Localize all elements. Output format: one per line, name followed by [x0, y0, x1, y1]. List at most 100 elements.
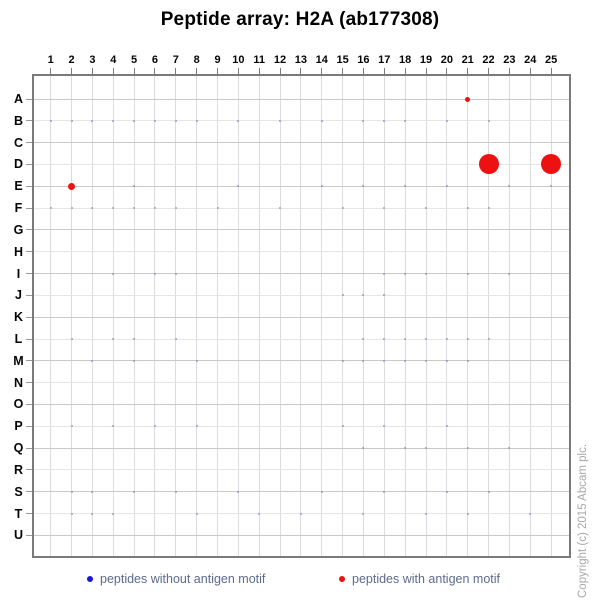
- vertical-grid-line: [342, 76, 344, 556]
- vertical-grid-line: [383, 76, 385, 556]
- column-label: 10: [232, 54, 245, 66]
- horizontal-grid-line: [34, 251, 569, 253]
- top-tick: [529, 67, 531, 75]
- column-label: 2: [68, 54, 75, 66]
- column-label: 9: [214, 54, 221, 66]
- vertical-grid-line: [196, 76, 198, 556]
- vertical-grid-line: [71, 76, 73, 556]
- legend-label-without-motif: peptides without antigen motif: [100, 572, 266, 586]
- blue-speck: [91, 119, 94, 122]
- blue-speck: [237, 119, 240, 122]
- column-label: 4: [110, 54, 117, 66]
- top-tick: [217, 67, 218, 75]
- blue-speck: [341, 294, 344, 297]
- blue-speck: [174, 338, 177, 341]
- top-tick: [133, 67, 135, 75]
- column-label: 12: [273, 54, 287, 66]
- column-label: 11: [253, 54, 266, 66]
- row-label: J: [15, 288, 22, 303]
- blue-speck: [174, 207, 177, 210]
- blue-speck: [383, 425, 386, 428]
- horizontal-grid-line: [34, 163, 569, 165]
- column-label: 19: [419, 54, 433, 66]
- horizontal-grid-line: [34, 120, 569, 122]
- blue-speck: [279, 119, 282, 122]
- blue-speck: [133, 490, 136, 493]
- top-tick: [404, 67, 406, 75]
- top-tick: [488, 67, 490, 75]
- blue-speck: [195, 425, 198, 428]
- blue-speck: [404, 119, 407, 122]
- blue-speck: [425, 338, 427, 341]
- vertical-grid-line: [50, 76, 52, 556]
- blue-speck: [466, 447, 469, 450]
- blue-speck: [383, 490, 386, 493]
- vertical-grid-line: [529, 76, 531, 556]
- blue-speck: [153, 207, 156, 210]
- blue-speck: [383, 119, 386, 122]
- blue-speck: [362, 119, 365, 122]
- blue-speck: [49, 207, 52, 210]
- top-tick: [237, 67, 239, 75]
- vertical-grid-line: [321, 76, 323, 556]
- blue-speck: [383, 359, 386, 362]
- blue-speck: [362, 359, 365, 362]
- blue-speck: [153, 272, 156, 275]
- blue-speck: [133, 338, 136, 341]
- horizontal-grid-line: [34, 98, 569, 100]
- horizontal-grid-line: [34, 185, 569, 187]
- legend-item-with-motif: peptides with antigen motif: [339, 572, 500, 586]
- legend-label-with-motif: peptides with antigen motif: [352, 572, 501, 586]
- blue-speck: [362, 512, 365, 515]
- blue-legend-dot-icon: [87, 576, 93, 582]
- top-tick: [467, 67, 469, 75]
- blue-speck: [362, 447, 365, 450]
- blue-speck: [466, 338, 469, 341]
- column-label: 1: [47, 54, 54, 66]
- row-label: M: [13, 353, 24, 368]
- blue-speck: [404, 359, 407, 362]
- blue-speck: [341, 425, 344, 428]
- blue-speck: [174, 490, 177, 493]
- blue-speck: [195, 359, 198, 362]
- blue-speck: [70, 425, 73, 428]
- blue-speck: [133, 119, 136, 122]
- blue-speck: [341, 359, 344, 362]
- blue-speck: [487, 338, 490, 341]
- blue-speck: [487, 119, 490, 122]
- blue-speck: [425, 207, 427, 210]
- horizontal-grid-line: [34, 338, 569, 340]
- top-tick: [446, 67, 448, 75]
- blue-speck: [445, 359, 448, 362]
- blue-speck: [445, 338, 448, 341]
- vertical-grid-line: [425, 76, 427, 556]
- blue-speck: [341, 207, 344, 210]
- blue-speck: [70, 207, 73, 210]
- blue-speck: [91, 490, 94, 493]
- row-label: U: [13, 528, 24, 543]
- blue-speck: [174, 119, 177, 122]
- horizontal-grid-line: [34, 273, 569, 275]
- row-label: H: [13, 244, 24, 259]
- blue-speck: [153, 119, 156, 122]
- column-label: 17: [378, 54, 391, 66]
- blue-speck: [133, 207, 136, 210]
- top-tick: [425, 67, 427, 75]
- blue-speck: [445, 119, 448, 122]
- vertical-grid-line: [508, 76, 510, 556]
- vertical-grid-line: [154, 76, 156, 556]
- blue-speck: [195, 512, 198, 515]
- blue-speck: [487, 207, 490, 210]
- top-tick: [112, 67, 114, 75]
- row-label: T: [14, 506, 23, 521]
- vertical-grid-line: [112, 76, 114, 556]
- top-tick: [383, 67, 385, 75]
- vertical-grid-line: [467, 76, 469, 556]
- blue-speck: [279, 207, 282, 210]
- column-label: 7: [172, 54, 179, 66]
- blue-speck: [216, 207, 219, 210]
- row-label: S: [14, 484, 23, 499]
- chart-title: Peptide array: H2A (ab177308): [160, 9, 440, 30]
- top-tick: [50, 67, 52, 75]
